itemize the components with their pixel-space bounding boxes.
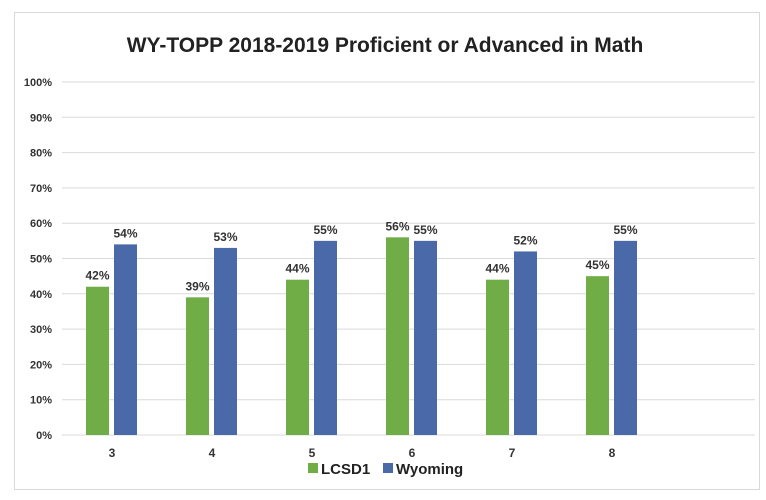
legend-label-lcsd1: LCSD1 [321,461,370,478]
y-tick-label: 70% [30,183,52,195]
y-tick-label: 30% [30,324,52,336]
data-label: 53% [213,230,237,244]
y-tick-label: 60% [30,218,52,230]
data-label: 44% [485,262,509,276]
bar-lcsd1-4 [186,297,209,435]
x-tick-label: 4 [209,446,216,460]
bar-lcsd1-5 [286,279,309,435]
bar-lcsd1-7 [486,279,509,435]
x-tick-label: 3 [109,446,116,460]
legend: LCSD1 Wyoming [308,461,463,478]
data-label: 56% [385,219,409,233]
bar-wyoming-7 [514,251,537,435]
bar-lcsd1-6 [386,237,409,435]
data-label: 55% [413,223,437,237]
data-label: 42% [85,269,109,283]
y-tick-label: 40% [30,289,52,301]
x-tick-label: 5 [309,446,316,460]
data-label: 44% [285,262,309,276]
y-tick-label: 10% [30,395,52,407]
chart-title: WY-TOPP 2018-2019 Proficient or Advanced… [127,34,644,57]
data-label: 55% [613,223,637,237]
x-tick-label: 8 [609,446,616,460]
bar-wyoming-4 [214,247,237,435]
data-label: 52% [513,233,537,247]
y-tick-label: 90% [30,112,52,124]
data-label: 54% [113,226,137,240]
x-tick-label: 7 [509,446,516,460]
legend-swatch-wyoming [383,463,393,473]
bar-lcsd1-8 [586,276,609,435]
data-label: 55% [313,223,337,237]
y-tick-label: 80% [30,148,52,160]
bar-wyoming-3 [114,244,137,435]
data-label: 45% [585,258,609,272]
data-label: 39% [185,279,209,293]
y-tick-label: 20% [30,359,52,371]
legend-swatch-lcsd1 [308,463,318,473]
bar-lcsd1-3 [86,286,109,435]
legend-label-wyoming: Wyoming [396,461,463,478]
y-tick-label: 50% [30,254,52,266]
bar-wyoming-8 [614,240,637,435]
bar-wyoming-6 [414,240,437,435]
y-tick-label: 0% [36,430,52,442]
bar-wyoming-5 [314,240,337,435]
y-tick-label: 100% [24,77,52,89]
x-tick-label: 6 [409,446,416,460]
